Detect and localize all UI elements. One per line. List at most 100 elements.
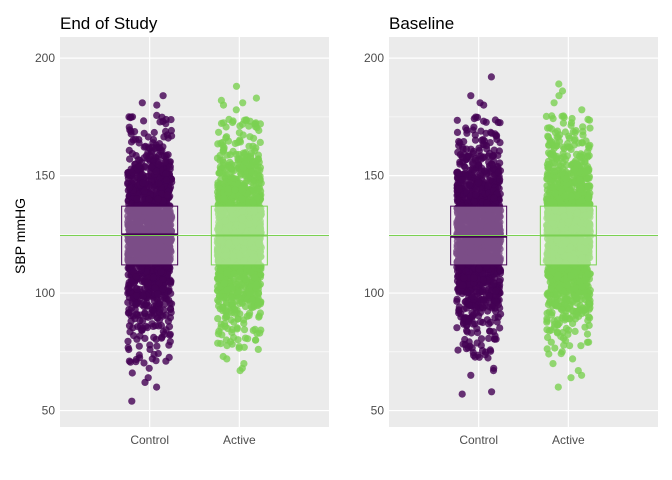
data-point (474, 179, 483, 187)
data-point (219, 138, 227, 147)
outlier-point (476, 99, 484, 107)
data-point (458, 158, 466, 166)
data-point (166, 246, 175, 254)
data-point (163, 191, 172, 199)
outlier-point (217, 96, 225, 104)
data-point (483, 316, 491, 324)
data-point (138, 326, 146, 334)
data-point (251, 325, 259, 333)
data-point (256, 138, 264, 146)
data-point (124, 337, 132, 345)
data-point (472, 191, 480, 199)
data-point (459, 281, 467, 289)
data-point (454, 346, 462, 354)
data-point (477, 335, 486, 343)
data-point (453, 196, 461, 204)
data-point (132, 273, 140, 281)
data-point (492, 307, 500, 315)
data-point (467, 329, 475, 337)
data-point (136, 332, 144, 340)
data-point (254, 302, 262, 310)
data-point (140, 187, 148, 195)
outlier-point (144, 374, 152, 382)
data-point (224, 164, 232, 172)
data-point (235, 343, 243, 351)
data-point (226, 307, 234, 315)
data-point (139, 292, 147, 300)
data-point (154, 195, 162, 203)
data-point (490, 194, 498, 202)
outlier-point (145, 364, 153, 372)
data-point (483, 145, 491, 153)
data-point (124, 309, 132, 317)
data-point (224, 185, 232, 193)
data-point (124, 298, 132, 306)
data-point (141, 284, 149, 293)
outlier-point (467, 371, 475, 379)
panel-title: Baseline (389, 14, 454, 33)
data-point (235, 275, 243, 284)
data-point (230, 270, 238, 278)
data-point (241, 334, 249, 342)
data-point (474, 329, 482, 337)
data-point (492, 287, 500, 295)
data-point (215, 128, 223, 136)
data-point (491, 116, 499, 124)
data-point (217, 340, 225, 348)
data-point (248, 296, 256, 304)
outlier-point (232, 82, 241, 90)
outlier-point (128, 397, 136, 405)
data-point (484, 182, 492, 190)
data-point (251, 120, 259, 128)
data-point (219, 146, 227, 154)
data-point (252, 281, 260, 289)
data-point (244, 174, 252, 182)
data-point (155, 151, 163, 159)
data-point (549, 115, 557, 123)
data-point (135, 342, 143, 350)
data-point (160, 133, 168, 141)
data-point (247, 149, 256, 157)
data-point (139, 179, 147, 187)
data-point (149, 273, 158, 282)
data-point (146, 341, 154, 349)
data-point (215, 169, 223, 177)
y-tick-label: 50 (42, 404, 56, 418)
data-point (217, 324, 225, 332)
data-point (235, 294, 243, 302)
data-point (571, 327, 579, 335)
data-point (132, 292, 141, 300)
data-point (583, 330, 592, 338)
data-point (470, 198, 478, 206)
data-point (245, 312, 253, 320)
data-point (157, 311, 165, 319)
data-point (492, 298, 500, 306)
data-point (125, 284, 133, 292)
data-point (135, 162, 143, 170)
data-point (453, 128, 462, 136)
data-point (237, 171, 245, 179)
data-point (219, 158, 227, 166)
data-point (480, 117, 488, 125)
data-point (132, 300, 140, 308)
outlier-point (467, 92, 475, 100)
data-point (465, 318, 473, 326)
data-point (454, 267, 462, 275)
outlier-point (153, 101, 161, 109)
data-point (453, 116, 461, 124)
data-point (480, 296, 488, 304)
data-point (545, 327, 553, 335)
data-point (479, 303, 487, 311)
data-point (251, 273, 259, 282)
data-point (126, 328, 134, 336)
data-point (151, 284, 159, 292)
data-point (238, 185, 246, 193)
data-point (214, 330, 222, 338)
data-point (453, 324, 461, 332)
data-point (471, 136, 480, 144)
data-point (256, 172, 264, 180)
outlier-point (239, 99, 247, 107)
data-point (140, 117, 148, 125)
data-point (465, 152, 473, 160)
